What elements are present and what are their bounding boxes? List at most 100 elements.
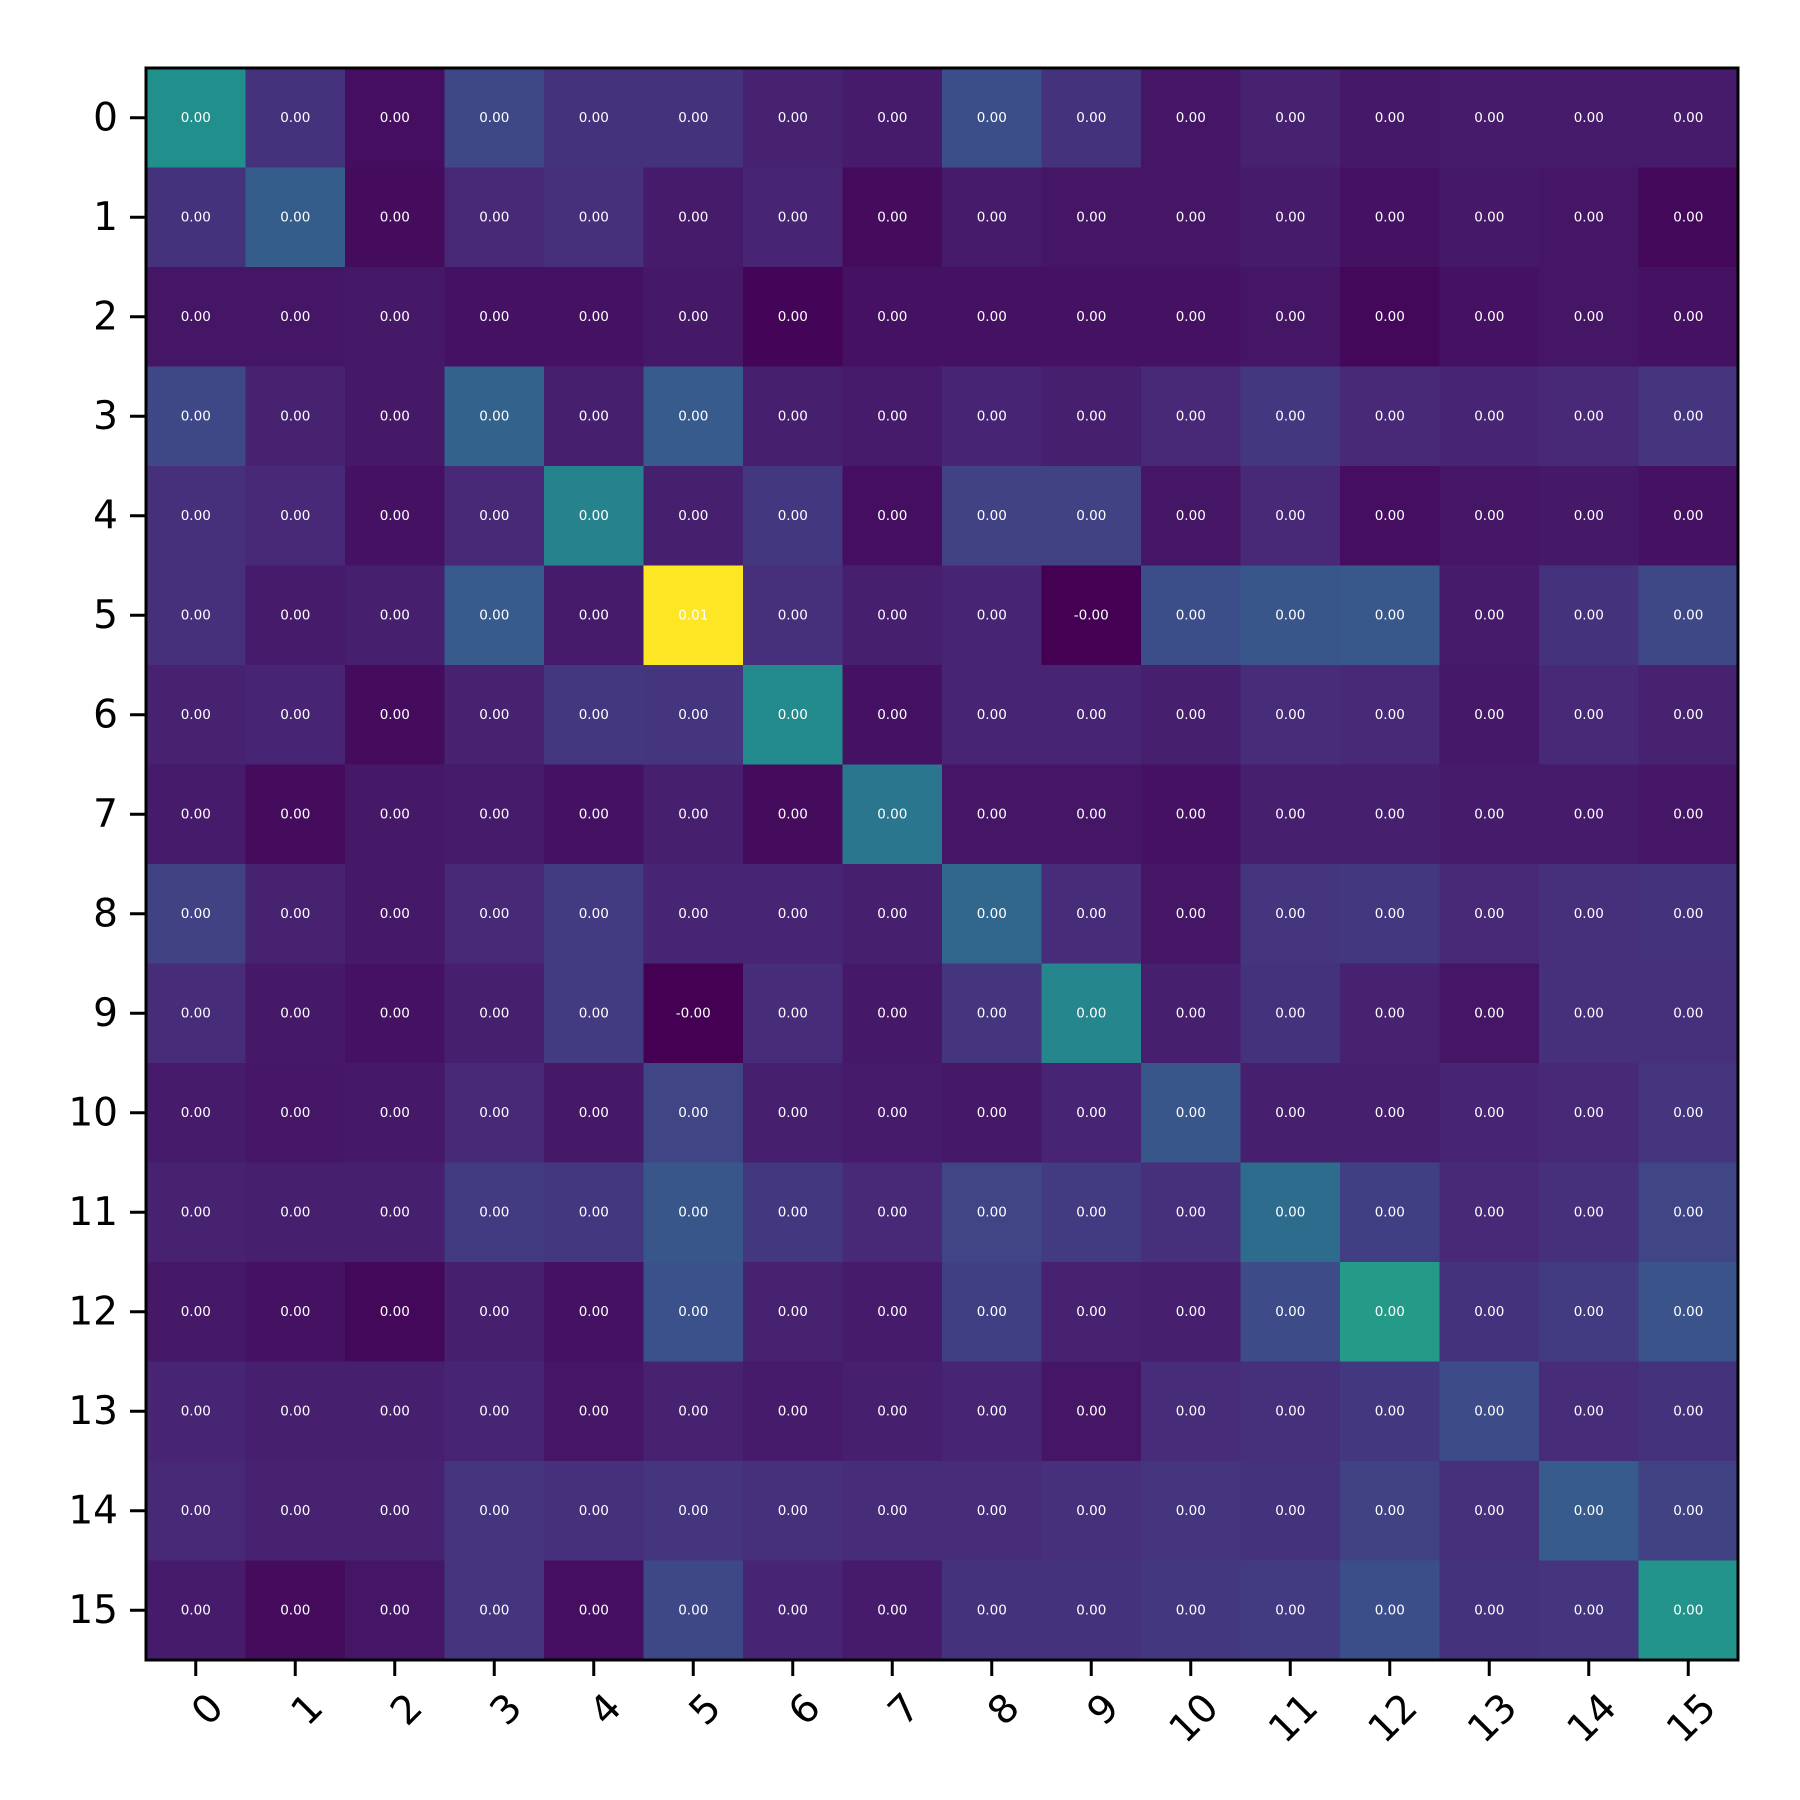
heatmap-cell-13-2 (345, 1361, 446, 1462)
heatmap-cell-3-15 (1638, 366, 1739, 467)
heatmap-cell-10-9 (1041, 1063, 1142, 1164)
cell-label-5-1: 0.00 (280, 607, 310, 623)
cell-label-13-10: 0.00 (1176, 1403, 1206, 1419)
heatmap-cell-3-13 (1439, 366, 1540, 467)
cell-label-10-6: 0.00 (778, 1105, 808, 1121)
cell-label-4-3: 0.00 (479, 508, 509, 524)
cell-label-4-7: 0.00 (877, 508, 907, 524)
heatmap-cell-1-14 (1539, 167, 1640, 268)
cell-label-12-11: 0.00 (1275, 1304, 1305, 1320)
heatmap-cell-10-8 (942, 1063, 1043, 1164)
heatmap-cell-12-1 (245, 1262, 346, 1363)
cell-label-11-13: 0.00 (1474, 1204, 1504, 1220)
cell-label-7-3: 0.00 (479, 806, 509, 822)
heatmap-cell-10-15 (1638, 1063, 1739, 1164)
cell-label-2-0: 0.00 (181, 309, 211, 325)
heatmap-cell-9-13 (1439, 963, 1540, 1064)
cell-label-11-0: 0.00 (181, 1204, 211, 1220)
heatmap-cell-6-9 (1041, 665, 1142, 766)
heatmap-cell-13-10 (1141, 1361, 1242, 1462)
cell-label-1-13: 0.00 (1474, 209, 1504, 225)
cell-label-10-4: 0.00 (579, 1105, 609, 1121)
x-tick-label-3: 3 (482, 1685, 531, 1734)
heatmap-cell-14-11 (1240, 1461, 1341, 1562)
cell-label-8-5: 0.00 (678, 906, 708, 922)
cell-label-2-15: 0.00 (1673, 309, 1703, 325)
cell-label-9-14: 0.00 (1574, 1005, 1604, 1021)
heatmap-cell-9-14 (1539, 963, 1640, 1064)
cell-label-2-7: 0.00 (877, 309, 907, 325)
x-tick-label-10: 10 (1161, 1685, 1228, 1752)
heatmap-cell-3-11 (1240, 366, 1341, 467)
cell-label-3-6: 0.00 (778, 408, 808, 424)
cell-label-14-8: 0.00 (977, 1503, 1007, 1519)
heatmap-cell-6-3 (444, 665, 545, 766)
cell-label-6-10: 0.00 (1176, 707, 1206, 723)
heatmap-cell-15-10 (1141, 1560, 1242, 1661)
heatmap-cell-0-4 (544, 68, 645, 169)
heatmap-cell-11-6 (743, 1162, 844, 1263)
cell-label-12-14: 0.00 (1574, 1304, 1604, 1320)
heatmap-cell-3-3 (444, 366, 545, 467)
heatmap-cell-7-13 (1439, 764, 1540, 865)
cell-label-12-9: 0.00 (1076, 1304, 1106, 1320)
cell-label-8-11: 0.00 (1275, 906, 1305, 922)
heatmap-cell-8-3 (444, 864, 545, 965)
x-tick-label-11: 11 (1260, 1685, 1327, 1752)
heatmap-cell-1-2 (345, 167, 446, 268)
cell-label-10-12: 0.00 (1375, 1105, 1405, 1121)
cell-label-5-14: 0.00 (1574, 607, 1604, 623)
cell-label-3-14: 0.00 (1574, 408, 1604, 424)
cell-label-15-3: 0.00 (479, 1602, 509, 1618)
heatmap-cell-11-5 (643, 1162, 744, 1263)
x-tick-label-2: 2 (382, 1685, 431, 1734)
heatmap-cell-5-4 (544, 565, 645, 666)
heatmap-cell-6-5 (643, 665, 744, 766)
cell-label-15-5: 0.00 (678, 1602, 708, 1618)
cell-label-10-11: 0.00 (1275, 1105, 1305, 1121)
cell-label-13-15: 0.00 (1673, 1403, 1703, 1419)
cell-label-7-14: 0.00 (1574, 806, 1604, 822)
cell-label-1-14: 0.00 (1574, 209, 1604, 225)
cell-label-11-9: 0.00 (1076, 1204, 1106, 1220)
cell-label-0-1: 0.00 (280, 110, 310, 126)
cell-label-7-5: 0.00 (678, 806, 708, 822)
cell-label-9-9: 0.00 (1076, 1005, 1106, 1021)
cell-label-9-1: 0.00 (280, 1005, 310, 1021)
heatmap-cell-6-7 (842, 665, 943, 766)
heatmap-cell-4-14 (1539, 466, 1640, 567)
heatmap-cell-2-3 (444, 267, 545, 368)
cell-label-1-2: 0.00 (380, 209, 410, 225)
heatmap-cell-8-13 (1439, 864, 1540, 965)
cell-label-13-1: 0.00 (280, 1403, 310, 1419)
cell-label-13-13: 0.00 (1474, 1403, 1504, 1419)
heatmap-cell-15-6 (743, 1560, 844, 1661)
cell-value-labels: 0.00 0.00 0.00 0.00 0.00 0.00 0.00 0.00 0.00 0.00… (181, 110, 1704, 1619)
cell-label-12-1: 0.00 (280, 1304, 310, 1320)
cell-label-12-0: 0.00 (181, 1304, 211, 1320)
cell-label-3-0: 0.00 (181, 408, 211, 424)
heatmap-cell-2-8 (942, 267, 1043, 368)
heatmap-cell-14-15 (1638, 1461, 1739, 1562)
heatmap-cell-7-7 (842, 764, 943, 865)
heatmap-cell-3-7 (842, 366, 943, 467)
heatmap-cell-12-13 (1439, 1262, 1540, 1363)
cell-label-4-12: 0.00 (1375, 508, 1405, 524)
heatmap-cell-3-12 (1340, 366, 1441, 467)
cell-label-2-8: 0.00 (977, 309, 1007, 325)
cell-label-6-14: 0.00 (1574, 707, 1604, 723)
heatmap-cell-13-8 (942, 1361, 1043, 1462)
heatmap-cell-6-8 (942, 665, 1043, 766)
heatmap-cell-2-14 (1539, 267, 1640, 368)
cell-label-9-11: 0.00 (1275, 1005, 1305, 1021)
heatmap-cell-5-2 (345, 565, 446, 666)
cell-label-3-7: 0.00 (877, 408, 907, 424)
cell-label-2-6: 0.00 (778, 309, 808, 325)
heatmap-cell-10-10 (1141, 1063, 1242, 1164)
heatmap-cell-0-9 (1041, 68, 1142, 169)
cell-label-9-12: 0.00 (1375, 1005, 1405, 1021)
cell-label-9-8: 0.00 (977, 1005, 1007, 1021)
heatmap-cell-10-11 (1240, 1063, 1341, 1164)
cell-label-5-0: 0.00 (181, 607, 211, 623)
heatmap-cell-3-5 (643, 366, 744, 467)
